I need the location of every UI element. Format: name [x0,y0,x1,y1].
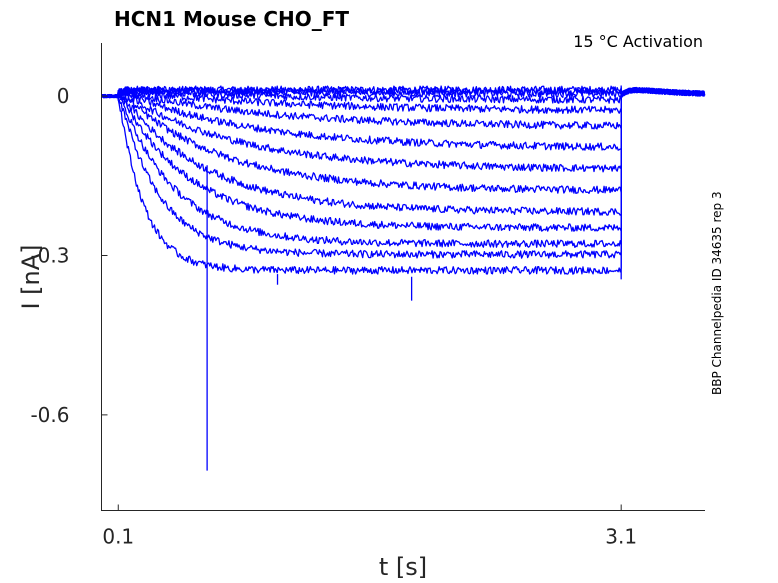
x-tick-label: 3.1 [605,525,637,549]
current-trace [101,87,706,151]
current-trace [101,86,705,99]
x-ticks: 0.1 3.1 [102,504,637,549]
side-label: BBP Channelpedia ID 34635 rep 3 [710,191,724,395]
y-ticks: 0 -0.3 -0.6 [30,84,108,427]
y-tick-label: 0 [57,84,70,108]
current-trace [100,87,706,259]
current-trace [100,86,706,195]
current-trace [101,87,706,232]
current-traces [100,85,706,471]
x-axis-label: t [s] [379,553,427,581]
current-trace [101,86,706,104]
y-tick-label: -0.3 [30,244,69,268]
x-tick-label: 0.1 [102,525,134,549]
current-trace [100,87,706,130]
current-trace [101,87,706,115]
current-trace [100,87,706,275]
y-axis-label: I [nA] [17,244,45,309]
current-trace [100,87,706,173]
chart-title: HCN1 Mouse CHO_FT [114,7,349,31]
y-tick-label: -0.6 [30,403,69,427]
current-trace [101,87,706,216]
condition-annotation: 15 °C Activation [573,32,703,51]
current-trace [101,86,705,248]
